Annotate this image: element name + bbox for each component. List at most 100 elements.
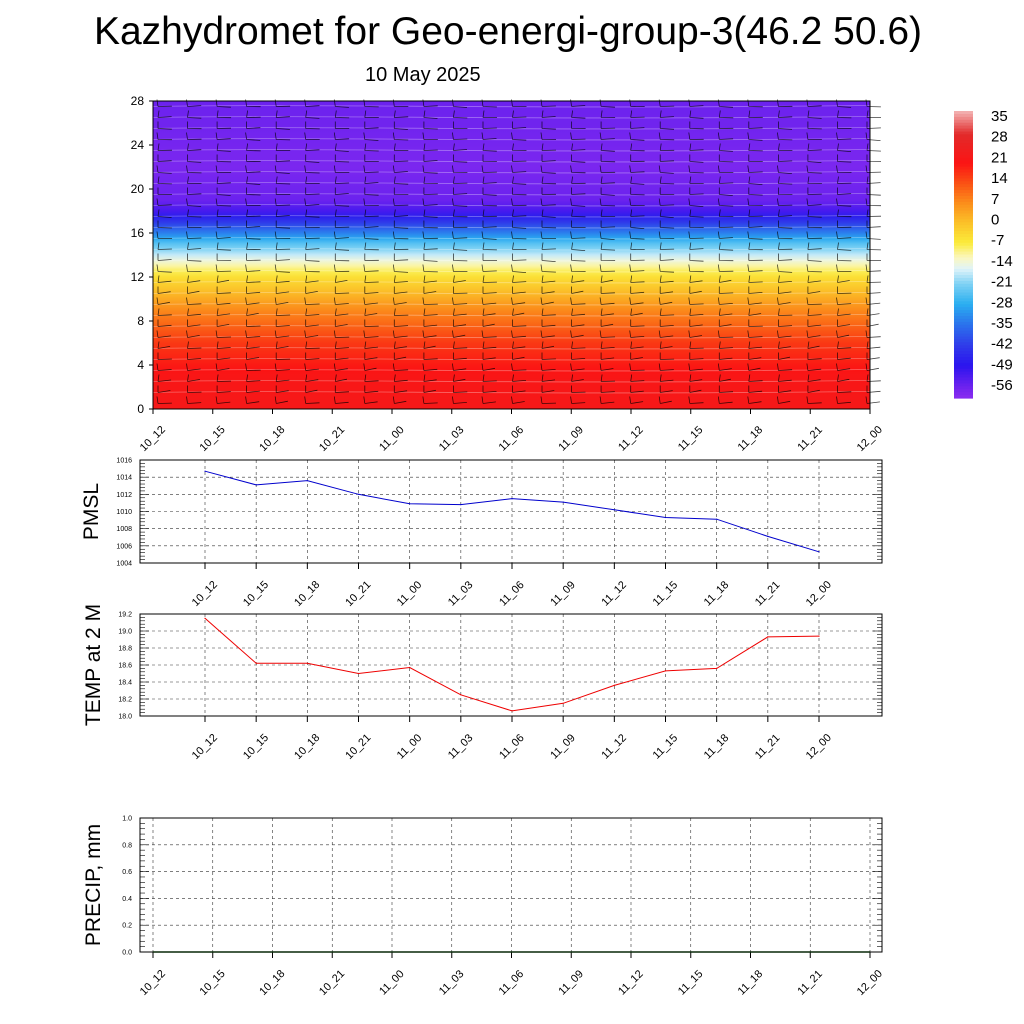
wind-barb <box>836 363 851 371</box>
wind-barb <box>275 286 290 294</box>
wind-barb <box>717 264 734 272</box>
wind-barb <box>866 110 882 118</box>
pmsl-y-tick-label: 1012 <box>116 492 132 499</box>
wind-barb <box>187 209 202 218</box>
colorbar-swatch <box>954 248 973 253</box>
colorbar-swatch <box>954 216 973 220</box>
wind-barb <box>275 242 291 250</box>
wind-barb <box>334 352 349 360</box>
pmsl-frame <box>139 459 883 564</box>
wind-barb <box>482 319 495 327</box>
wind-barb <box>453 176 468 184</box>
wind-barb <box>364 308 378 316</box>
wind-barb <box>275 187 291 195</box>
temp-frame <box>139 613 883 717</box>
wind-barb <box>305 319 319 327</box>
wind-barb <box>540 231 557 239</box>
wind-barb <box>187 253 202 262</box>
wind-barb <box>393 341 407 349</box>
precip-x-tick-label: 11_03 <box>437 968 467 998</box>
wind-barb <box>156 396 172 404</box>
colorbar-swatch <box>954 257 973 261</box>
wind-barb <box>393 308 409 316</box>
wind-barb <box>481 165 497 173</box>
pmsl-data-point <box>306 480 308 482</box>
wind-barb <box>777 363 793 371</box>
wind-barb <box>453 308 467 316</box>
wind-barb <box>806 396 822 404</box>
wind-barb <box>658 231 675 239</box>
wind-barb <box>157 308 172 316</box>
wind-barb <box>482 308 496 316</box>
colorbar-label: -7 <box>991 232 1004 249</box>
pmsl-data-point <box>613 509 615 511</box>
temp-x-tick-label: 10_18 <box>292 732 322 762</box>
temp-data-point <box>664 670 667 672</box>
wind-barb <box>512 275 527 283</box>
colorbar-swatch <box>954 301 973 305</box>
wind-barb <box>748 253 763 261</box>
wind-barb <box>156 198 172 206</box>
colorbar-label: -14 <box>991 253 1013 270</box>
wind-barb <box>275 385 289 393</box>
wind-barb <box>748 220 763 228</box>
wind-barb <box>807 110 822 119</box>
colorbar-swatch <box>954 225 973 229</box>
wind-barb <box>571 110 586 119</box>
pmsl-data-point <box>716 518 718 520</box>
pmsl-y-tick-label: 1008 <box>116 526 132 533</box>
colorbar-swatch <box>954 228 973 232</box>
wind-barb <box>453 121 468 129</box>
pmsl-y-tick-label: 1006 <box>116 543 132 550</box>
wind-barb <box>600 308 614 316</box>
wind-barb <box>658 132 675 141</box>
wind-barb <box>305 110 320 119</box>
wind-barb <box>747 231 763 240</box>
wind-barb <box>304 165 320 174</box>
wind-barb <box>364 154 379 162</box>
wind-barb <box>512 385 526 393</box>
wind-barb <box>629 330 645 338</box>
colorbar-swatch <box>954 275 973 279</box>
wind-barb <box>777 297 791 305</box>
wind-barb <box>807 121 822 130</box>
colorbar-swatch <box>954 242 973 247</box>
wind-barb <box>540 132 557 140</box>
wind-barb <box>778 319 793 327</box>
wind-barb <box>718 176 734 184</box>
colorbar-swatch <box>954 140 973 144</box>
wind-barb <box>866 220 881 228</box>
wind-barb <box>216 341 231 349</box>
temp-y-axis-label: TEMP at 2 M <box>82 604 105 726</box>
colorbar-swatch <box>954 219 973 223</box>
wind-barb <box>600 110 616 118</box>
precip-y-tick-label: 0.8 <box>122 842 132 849</box>
wind-barb <box>422 330 437 338</box>
wind-barb <box>689 154 704 163</box>
wind-barb <box>157 242 172 250</box>
wind-barb <box>452 297 468 305</box>
colorbar-swatch <box>954 316 973 320</box>
wind-barb <box>363 297 378 305</box>
pmsl-x-tick-label: 10_12 <box>190 579 220 609</box>
wind-barb <box>659 121 675 130</box>
heatmap-x-tick-label: 11_00 <box>377 424 407 454</box>
heatmap-x-tick-label: 10_12 <box>138 424 168 454</box>
wind-barb <box>246 253 261 261</box>
wind-barb <box>246 385 260 393</box>
colorbar-swatch <box>954 137 973 141</box>
temp-x-tick-label: 11_18 <box>702 732 732 762</box>
precip-y-tick-label: 1.0 <box>122 816 132 823</box>
wind-barb <box>778 253 793 261</box>
temp-x-tick-label: 11_06 <box>497 732 527 762</box>
wind-barb <box>157 385 171 393</box>
precip-y-tick-label: 0.0 <box>122 950 132 957</box>
colorbar-swatch <box>954 213 973 218</box>
wind-barb <box>187 176 202 184</box>
wind-barb <box>807 374 821 382</box>
wind-barb <box>866 253 882 261</box>
wind-barb <box>246 121 261 129</box>
wind-barb <box>364 286 379 294</box>
colorbar-swatch <box>954 210 973 215</box>
wind-barb <box>423 352 438 360</box>
